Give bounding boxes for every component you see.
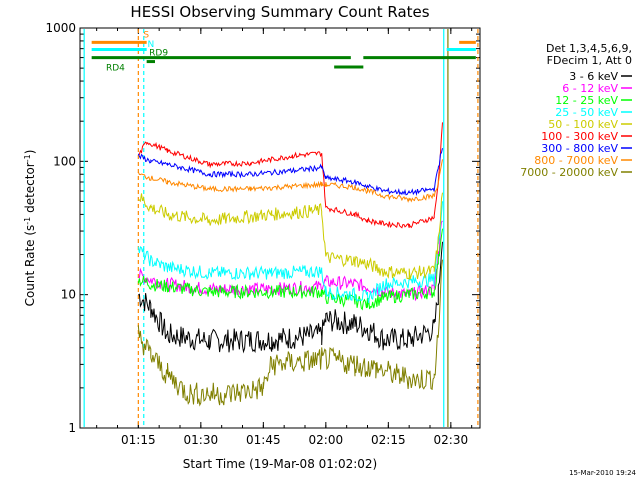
x-tick-label: 02:15 [371, 433, 406, 447]
y-axis-label: Count Rate (s-1 detector-1) [23, 150, 37, 307]
legend-entry-label: 50 - 100 keV [548, 118, 618, 131]
series-line [138, 122, 443, 229]
legend: Det 1,3,4,5,6,9,FDecim 1, Att 0 3 - 6 keV… [520, 42, 632, 179]
series-line [137, 192, 443, 280]
legend-header: FDecim 1, Att 0 [547, 54, 632, 67]
y-tick-label: 100 [53, 154, 76, 168]
legend-header: Det 1,3,4,5,6,9, [546, 42, 632, 55]
series-line [137, 228, 443, 311]
x-tick-label: 01:45 [246, 433, 281, 447]
timestamp: 15-Mar-2010 19:24 [569, 469, 636, 477]
series-line [137, 201, 443, 304]
chart-title: HESSI Observing Summary Count Rates [130, 3, 429, 21]
x-tick-label: 01:30 [184, 433, 219, 447]
plot-frame [79, 27, 481, 429]
x-tick-label: 02:00 [309, 433, 344, 447]
legend-entry-label: 6 - 12 keV [562, 82, 618, 95]
y-axis-ticks: 1 10 100 1000 [45, 21, 480, 435]
legend-entry-label: 800 - 7000 keV [534, 154, 618, 167]
legend-entry-label: 100 - 300 keV [541, 130, 618, 143]
y-tick-label: 10 [61, 288, 76, 302]
x-tick-label: 01:15 [121, 433, 156, 447]
state-label: RD9 [149, 49, 168, 59]
state-label: RD4 [106, 64, 125, 74]
legend-entry-label: 12 - 25 keV [555, 94, 618, 107]
attenuator-bars [91, 40, 476, 69]
series-line [137, 148, 443, 197]
x-tick-label: 02:30 [434, 433, 469, 447]
state-label: S [143, 30, 149, 40]
series-lines [137, 122, 443, 407]
time-markers [83, 29, 479, 427]
state-label: N [148, 40, 155, 50]
series-line [137, 159, 443, 203]
x-axis-label: Start Time (19-Mar-08 01:02:02) [183, 457, 377, 471]
y-tick-label: 1 [68, 421, 76, 435]
y-tick-label: 1000 [45, 21, 76, 35]
series-line [137, 259, 443, 407]
legend-entry-label: 7000 - 20000 keV [520, 166, 618, 179]
series-line [138, 241, 443, 354]
legend-entry-label: 300 - 800 keV [541, 142, 618, 155]
x-axis-ticks: 01:15 01:30 01:45 02:00 02:15 02:30 [96, 28, 473, 447]
legend-entry-label: 3 - 6 keV [569, 70, 618, 83]
legend-entry-label: 25 - 50 keV [555, 106, 618, 119]
